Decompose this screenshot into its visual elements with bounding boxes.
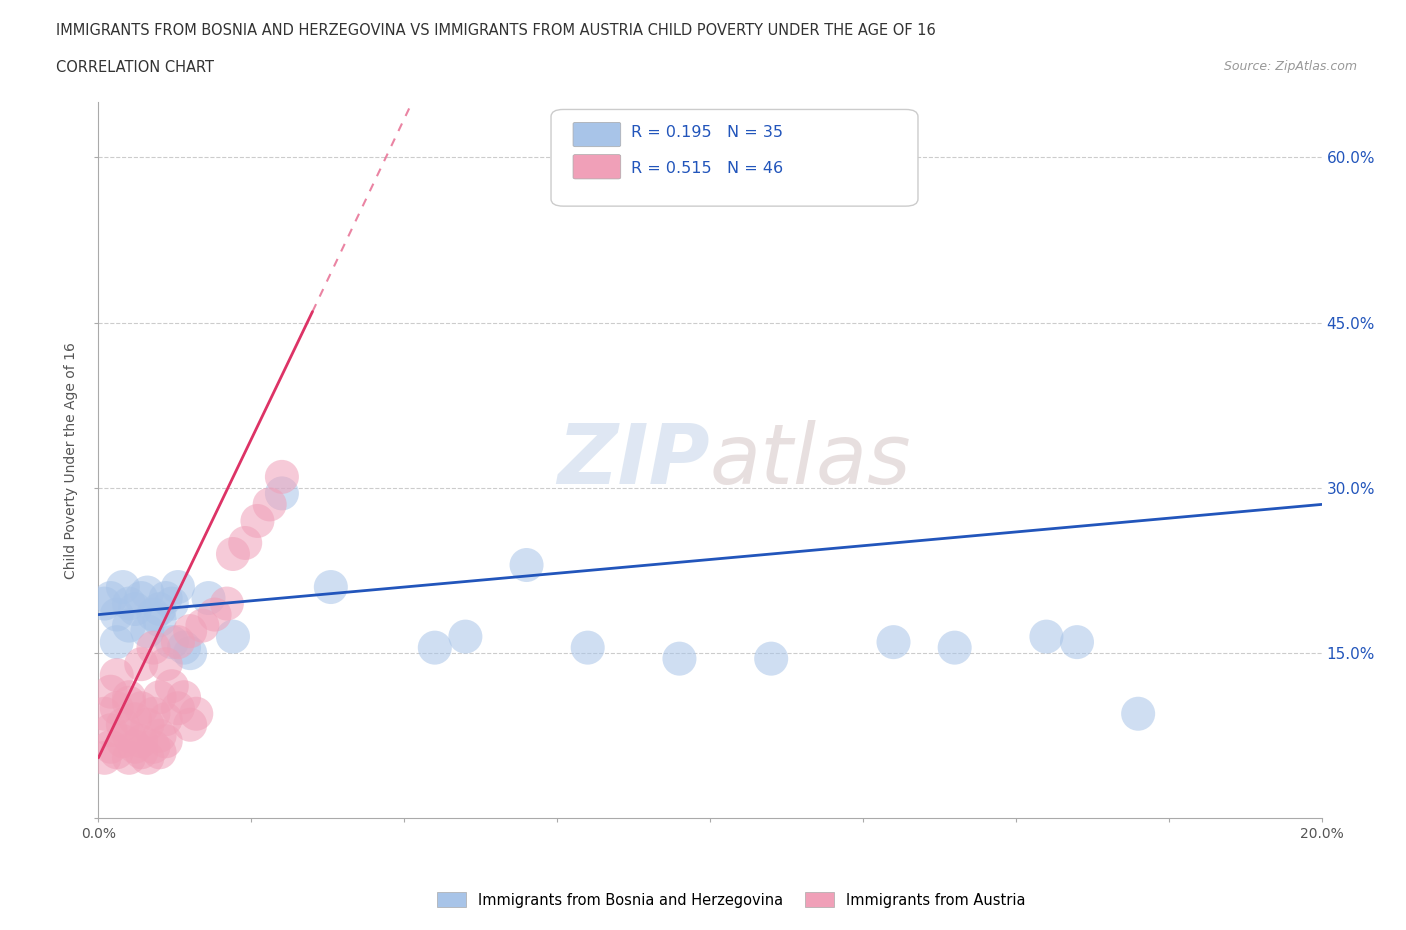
Point bbox=[136, 717, 159, 732]
Point bbox=[100, 591, 122, 605]
FancyBboxPatch shape bbox=[574, 154, 620, 179]
Point bbox=[759, 651, 782, 666]
Point bbox=[191, 618, 214, 633]
Point bbox=[111, 717, 134, 732]
Point bbox=[1035, 630, 1057, 644]
Point bbox=[423, 640, 446, 655]
Point bbox=[149, 690, 172, 705]
Point bbox=[118, 596, 141, 611]
Point bbox=[149, 602, 172, 617]
Point bbox=[454, 630, 477, 644]
Text: IMMIGRANTS FROM BOSNIA AND HERZEGOVINA VS IMMIGRANTS FROM AUSTRIA CHILD POVERTY : IMMIGRANTS FROM BOSNIA AND HERZEGOVINA V… bbox=[56, 23, 936, 38]
Legend: Immigrants from Bosnia and Herzegovina, Immigrants from Austria: Immigrants from Bosnia and Herzegovina, … bbox=[432, 886, 1031, 913]
Point bbox=[155, 734, 177, 749]
Point bbox=[883, 634, 905, 649]
Point bbox=[118, 690, 141, 705]
Point bbox=[142, 607, 165, 622]
Point bbox=[160, 634, 183, 649]
Point bbox=[124, 711, 146, 726]
Point bbox=[124, 739, 146, 754]
Point bbox=[173, 640, 195, 655]
Text: CORRELATION CHART: CORRELATION CHART bbox=[56, 60, 214, 75]
Point bbox=[129, 701, 152, 716]
Point bbox=[668, 651, 690, 666]
Point bbox=[142, 706, 165, 721]
Point bbox=[142, 739, 165, 754]
Point bbox=[129, 657, 152, 671]
Point bbox=[105, 607, 128, 622]
Point bbox=[100, 739, 122, 754]
Point bbox=[233, 536, 256, 551]
Point bbox=[118, 751, 141, 765]
Point bbox=[222, 547, 245, 562]
Point bbox=[246, 513, 269, 528]
Point bbox=[136, 751, 159, 765]
Point bbox=[105, 701, 128, 716]
FancyBboxPatch shape bbox=[551, 110, 918, 206]
FancyBboxPatch shape bbox=[574, 123, 620, 147]
Point bbox=[215, 596, 238, 611]
Point bbox=[149, 728, 172, 743]
Point bbox=[105, 668, 128, 683]
Point bbox=[270, 470, 292, 485]
Point bbox=[100, 684, 122, 699]
Point bbox=[111, 734, 134, 749]
Point bbox=[1066, 634, 1088, 649]
Point bbox=[167, 701, 190, 716]
Point bbox=[179, 717, 201, 732]
Point bbox=[136, 624, 159, 639]
Point bbox=[222, 630, 245, 644]
Point bbox=[149, 613, 172, 628]
Point bbox=[167, 579, 190, 594]
Point bbox=[167, 634, 190, 649]
Point bbox=[129, 734, 152, 749]
Y-axis label: Child Poverty Under the Age of 16: Child Poverty Under the Age of 16 bbox=[65, 342, 79, 578]
Point bbox=[186, 706, 208, 721]
Point bbox=[129, 591, 152, 605]
Point bbox=[319, 579, 342, 594]
Point bbox=[155, 711, 177, 726]
Point bbox=[111, 579, 134, 594]
Point bbox=[259, 497, 281, 512]
Point bbox=[155, 591, 177, 605]
Point bbox=[136, 585, 159, 600]
Point bbox=[142, 640, 165, 655]
Point bbox=[160, 679, 183, 694]
Text: atlas: atlas bbox=[710, 419, 911, 501]
Point bbox=[576, 640, 599, 655]
Text: ZIP: ZIP bbox=[557, 419, 710, 501]
Point bbox=[1128, 706, 1150, 721]
Point bbox=[93, 706, 115, 721]
Text: R = 0.195   N = 35: R = 0.195 N = 35 bbox=[630, 125, 783, 140]
Point bbox=[179, 624, 201, 639]
Point bbox=[516, 558, 538, 573]
Point bbox=[155, 657, 177, 671]
Text: R = 0.515   N = 46: R = 0.515 N = 46 bbox=[630, 161, 783, 176]
Point bbox=[105, 634, 128, 649]
Point bbox=[173, 690, 195, 705]
Point bbox=[105, 745, 128, 760]
Point bbox=[93, 596, 115, 611]
Point bbox=[160, 596, 183, 611]
Text: Source: ZipAtlas.com: Source: ZipAtlas.com bbox=[1223, 60, 1357, 73]
Point bbox=[93, 751, 115, 765]
Point bbox=[270, 486, 292, 501]
Point bbox=[129, 745, 152, 760]
Point bbox=[197, 591, 219, 605]
Point bbox=[118, 696, 141, 711]
Point bbox=[204, 607, 226, 622]
Point bbox=[149, 745, 172, 760]
Point bbox=[118, 618, 141, 633]
Point bbox=[943, 640, 966, 655]
Point bbox=[124, 602, 146, 617]
Point bbox=[100, 723, 122, 737]
Point bbox=[118, 728, 141, 743]
Point bbox=[179, 645, 201, 660]
